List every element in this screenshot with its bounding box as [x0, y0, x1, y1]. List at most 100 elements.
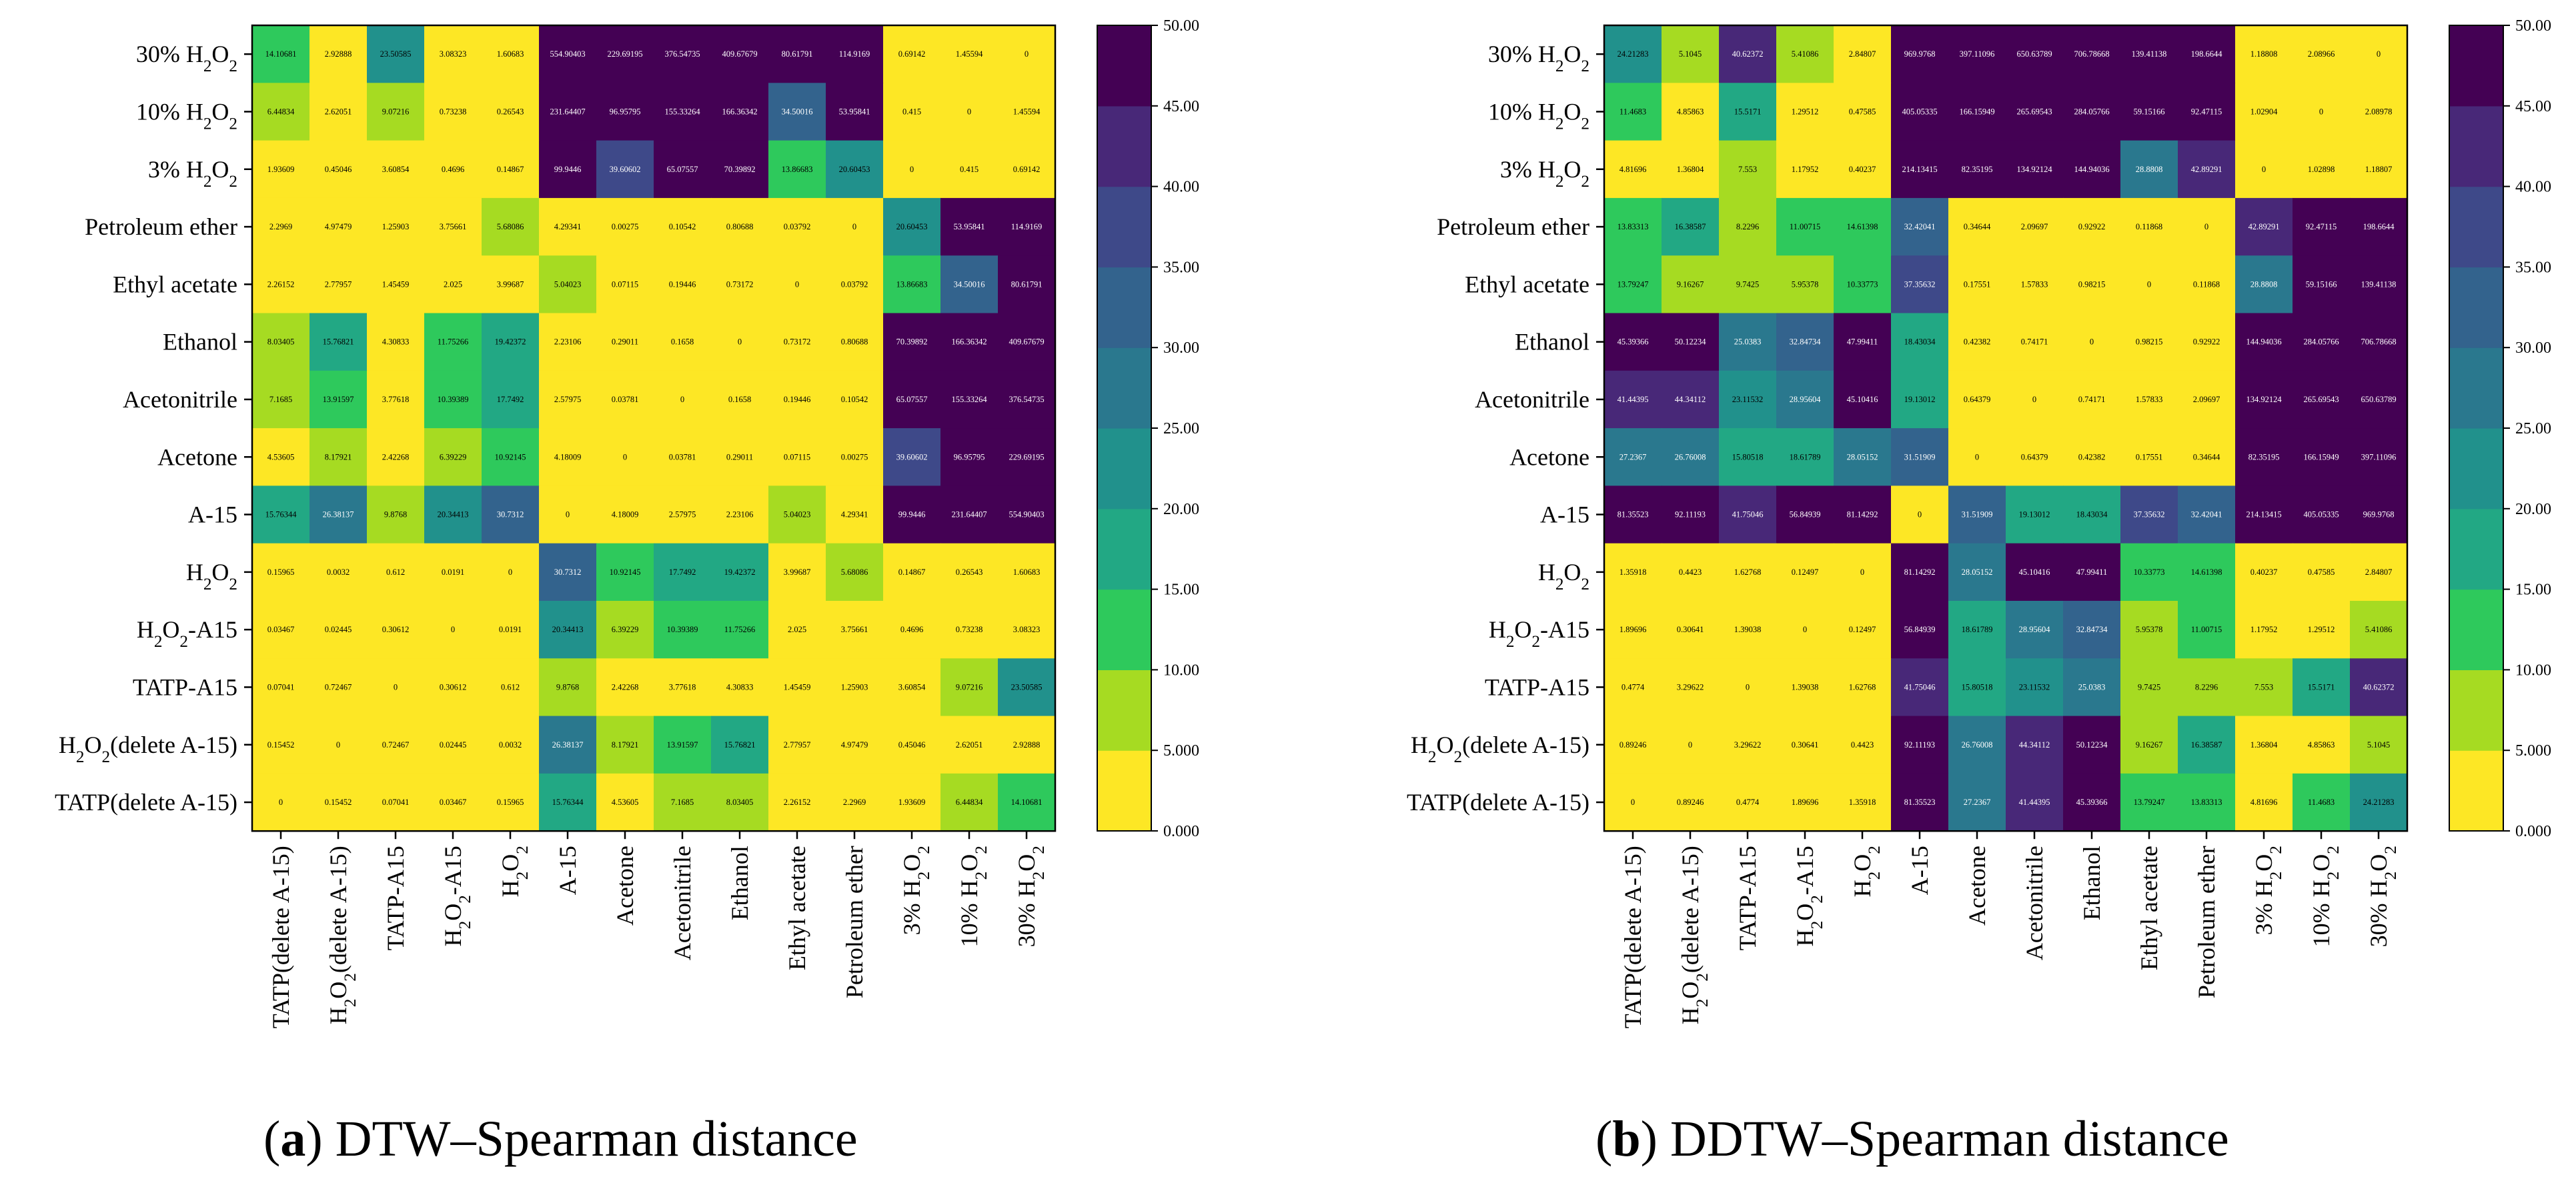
cell-value-label: 20.60453: [896, 222, 928, 231]
cell-value-label: 19.13012: [2019, 510, 2050, 519]
heatmap-cell: [2006, 83, 2064, 141]
heatmap-cell: [2350, 140, 2408, 199]
cell-value-label: 3.99687: [784, 567, 811, 577]
cell-value-label: 0.92922: [2193, 337, 2220, 347]
heatmap-cell: [1948, 773, 2006, 832]
heatmap-cell: [539, 197, 597, 256]
heatmap-cell: [768, 773, 826, 832]
cell-value-label: 4.97479: [841, 740, 868, 750]
heatmap-cell: [367, 428, 425, 486]
heatmap-cell: [1662, 543, 1720, 602]
heatmap-cell: [940, 370, 999, 429]
heatmap-cell: [2293, 25, 2351, 83]
cell-value-label: 214.13415: [2246, 510, 2281, 519]
cell-value-label: 28.05152: [1962, 567, 1993, 577]
cell-value-label: 0.07041: [267, 682, 295, 692]
cell-value-label: 0.00275: [841, 452, 868, 461]
heatmap-cell: [482, 601, 540, 659]
cell-value-label: 554.90403: [550, 49, 585, 59]
heatmap-cell: [482, 197, 540, 256]
cell-value-label: 39.60602: [610, 165, 641, 174]
heatmap-cell: [539, 25, 597, 83]
cell-value-label: 1.36804: [1677, 165, 1704, 174]
cell-value-label: 198.6644: [2363, 222, 2395, 231]
cell-value-label: 31.51909: [1904, 452, 1936, 461]
cell-value-label: 2.09697: [2021, 222, 2048, 231]
cell-value-label: 376.54735: [664, 49, 700, 59]
cell-value-label: 0.73172: [784, 337, 811, 347]
heatmap-cell: [309, 255, 368, 314]
cell-value-label: 32.42041: [2191, 510, 2222, 519]
cell-value-label: 82.35195: [2248, 452, 2280, 461]
heatmap-cell: [711, 255, 769, 314]
heatmap-cell: [2120, 313, 2178, 371]
cell-value-label: 3.75661: [841, 625, 868, 634]
heatmap-cell: [654, 313, 712, 371]
heatmap-cell: [1604, 313, 1662, 371]
colorbar-tick-label: 35.00: [2515, 259, 2551, 276]
cell-value-label: 265.69543: [2303, 395, 2339, 404]
cell-value-label: 6.44834: [956, 798, 983, 807]
colorbar-tick-label: 50.00: [2515, 17, 2551, 35]
cell-value-label: 3.08323: [1013, 625, 1041, 634]
heatmap-cell: [424, 428, 482, 486]
cell-value-label: 2.42268: [382, 452, 410, 461]
heatmap-cell: [654, 658, 712, 717]
cell-value-label: 0.15452: [325, 798, 352, 807]
row-label: 3% H2O2: [1500, 156, 1589, 191]
heatmap-cell: [1834, 313, 1892, 371]
col-label: A-15: [1906, 846, 1933, 895]
heatmap-cell: [539, 658, 597, 717]
cell-value-label: 0: [1918, 510, 1922, 519]
heatmap-cell: [2063, 601, 2121, 659]
heatmap-cell: [768, 543, 826, 602]
cell-value-label: 0.47585: [1849, 107, 1876, 116]
cell-value-label: 26.76008: [1962, 740, 1993, 750]
heatmap-cell: [424, 658, 482, 717]
cell-value-label: 0.17551: [2136, 452, 2163, 461]
cell-value-label: 0.10542: [669, 222, 696, 231]
cell-value-label: 45.39366: [2076, 798, 2108, 807]
cell-value-label: 284.05766: [2303, 337, 2339, 347]
row-label: H2O2(delete A-15): [59, 732, 237, 766]
heatmap-panel-a: 14.10681 2.92888 23.50585 3.08323 1.60683 554…: [55, 17, 1199, 1028]
heatmap-cell: [2350, 658, 2408, 717]
cell-value-label: 144.94036: [2074, 165, 2109, 174]
row-label: Acetone: [157, 443, 237, 470]
heatmap-cell: [2063, 485, 2121, 544]
heatmap-cell: [826, 773, 884, 832]
cell-value-label: 2.08966: [2308, 49, 2335, 59]
colorbar-tick-label: 50.00: [1163, 17, 1199, 35]
heatmap-cell: [2006, 255, 2064, 314]
heatmap-cell: [596, 658, 654, 717]
heatmap-cell: [482, 313, 540, 371]
cell-value-label: 20.60453: [839, 165, 870, 174]
cell-value-label: 6.39229: [440, 452, 467, 461]
cell-value-label: 1.62768: [1734, 567, 1762, 577]
cell-value-label: 1.93609: [267, 165, 295, 174]
cell-value-label: 15.76821: [323, 337, 354, 347]
cell-value-label: 15.76344: [265, 510, 297, 519]
heatmap-cell: [1662, 83, 1720, 141]
cell-value-label: 0.64379: [2021, 452, 2048, 461]
heatmap-cell: [252, 716, 310, 774]
colorbar-tick-label: 35.00: [1163, 259, 1199, 276]
row-label: Ethanol: [1515, 329, 1589, 355]
cell-value-label: 0.15965: [267, 567, 295, 577]
cell-value-label: 0.11868: [2193, 279, 2220, 289]
cell-value-label: 2.23106: [554, 337, 582, 347]
heatmap-cell: [1948, 255, 2006, 314]
heatmap-cell: [1834, 255, 1892, 314]
cell-value-label: 96.95795: [610, 107, 641, 116]
heatmap-cell: [2293, 140, 2351, 199]
cell-value-label: 0: [1631, 798, 1635, 807]
heatmap-cell: [883, 658, 941, 717]
heatmap-cell: [482, 255, 540, 314]
caption-a: (a) DTW–Spearman distance: [263, 1111, 858, 1167]
heatmap-cell: [1719, 601, 1777, 659]
cell-value-label: 706.78668: [2074, 49, 2109, 59]
heatmap-cell: [1948, 601, 2006, 659]
heatmap-cell: [2293, 543, 2351, 602]
colorbar-tick-label: 45.00: [2515, 98, 2551, 115]
cell-value-label: 59.15166: [2306, 279, 2337, 289]
